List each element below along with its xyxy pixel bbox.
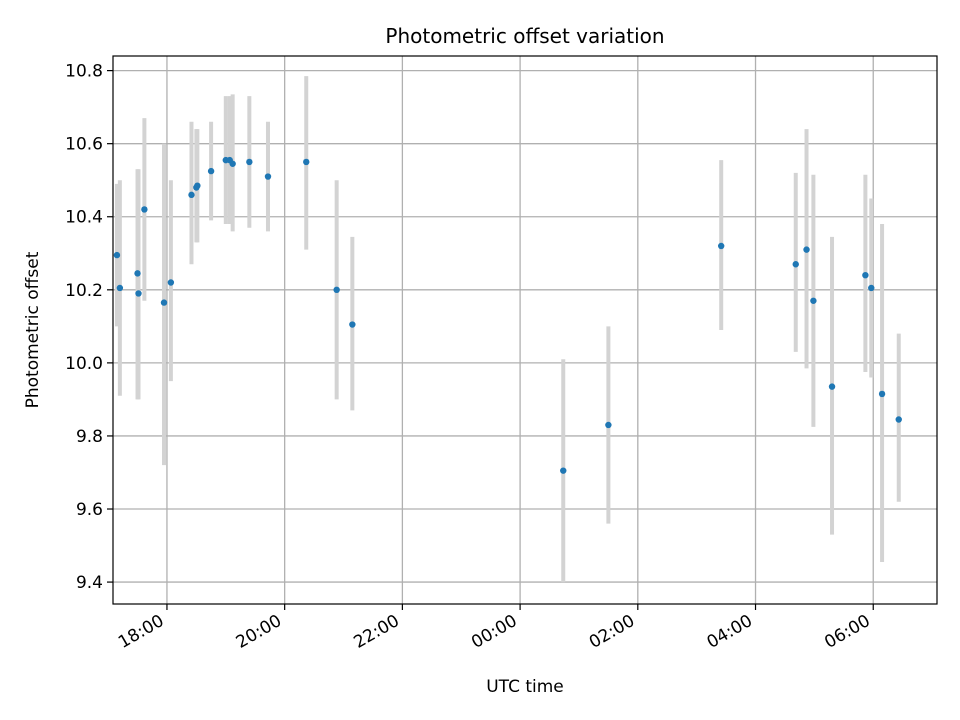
- data-point: [167, 279, 175, 286]
- data-point: [207, 167, 215, 175]
- grid: [113, 56, 937, 604]
- y-tick-label: 9.4: [76, 573, 103, 593]
- data-point: [868, 284, 875, 292]
- data-point: [605, 421, 612, 429]
- data-point: [878, 390, 886, 398]
- y-tick-label: 9.6: [76, 500, 103, 520]
- data-point: [113, 251, 121, 259]
- data-point: [717, 242, 725, 250]
- y-axis-label: Photometric offset: [23, 251, 43, 408]
- data-point: [895, 416, 902, 423]
- x-axis-label: UTC time: [486, 677, 564, 697]
- data-point: [349, 321, 356, 328]
- data-point: [264, 173, 272, 180]
- data-point: [862, 272, 869, 279]
- data-point: [303, 158, 310, 166]
- data-points: [113, 156, 902, 474]
- data-point: [333, 286, 340, 294]
- data-point: [135, 290, 142, 297]
- y-tick-label: 9.8: [76, 427, 103, 447]
- y-tick-label: 10.8: [65, 62, 103, 82]
- data-point: [803, 246, 810, 253]
- data-point: [160, 299, 168, 306]
- y-tick-label: 10.2: [65, 281, 103, 301]
- y-tick-label: 10.0: [65, 354, 103, 374]
- plot-frame: [112, 55, 938, 605]
- data-point: [560, 467, 567, 474]
- y-tick-label: 10.6: [65, 135, 103, 155]
- data-point: [141, 206, 148, 213]
- data-point: [810, 297, 817, 304]
- data-point: [828, 383, 836, 390]
- data-point: [188, 191, 195, 199]
- data-point: [194, 182, 201, 189]
- chart-title: Photometric offset variation: [385, 24, 664, 48]
- data-point: [229, 160, 236, 167]
- data-point: [116, 284, 124, 292]
- data-point: [246, 158, 253, 166]
- y-tick-label: 10.4: [65, 208, 103, 228]
- data-point: [134, 270, 141, 277]
- data-point: [792, 261, 799, 268]
